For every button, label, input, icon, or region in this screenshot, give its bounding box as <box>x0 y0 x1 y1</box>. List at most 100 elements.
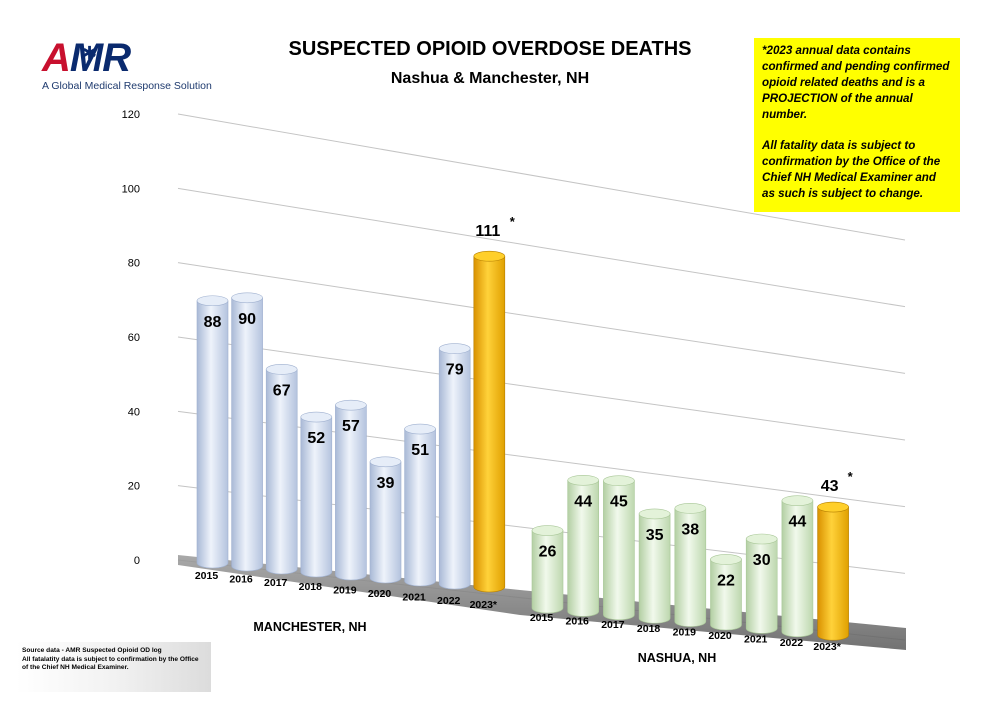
logo-wordmark: AMR <box>42 36 131 80</box>
y-axis-ticks: 0 20 40 60 80 100 120 <box>122 109 140 567</box>
group-label: MANCHESTER, NH <box>253 620 366 634</box>
data-label: 52 <box>307 430 325 447</box>
data-label: 111 <box>475 223 500 240</box>
bar-top <box>473 250 506 262</box>
bar <box>231 297 263 572</box>
data-label: 79 <box>446 362 464 379</box>
gridline <box>177 410 906 508</box>
x-tick-label: 2022 <box>780 637 804 649</box>
bar <box>369 461 402 584</box>
bar-top <box>674 503 707 514</box>
bar <box>817 506 849 641</box>
data-label: 22 <box>717 572 735 589</box>
data-label: 51 <box>411 442 429 459</box>
y-tick-label: 120 <box>122 109 140 121</box>
data-label: 44 <box>789 514 807 531</box>
bar <box>745 538 778 634</box>
x-tick-label: 2015 <box>530 612 554 624</box>
data-label: 43 <box>821 478 839 495</box>
gridline <box>177 336 906 441</box>
y-tick-label: 0 <box>134 555 140 567</box>
logo-letters-mr: MR <box>69 36 131 80</box>
source-note: Source data - AMR Suspected Opioid OD lo… <box>16 642 211 692</box>
bar <box>781 500 814 638</box>
y-tick-label: 60 <box>128 332 140 344</box>
data-label: 38 <box>681 521 699 538</box>
bar <box>196 300 229 569</box>
bar <box>638 513 671 624</box>
bar <box>335 404 367 581</box>
bar-top <box>196 295 229 307</box>
gridline <box>177 113 906 241</box>
bar <box>531 530 564 614</box>
y-tick-label: 100 <box>122 183 140 195</box>
bar-top <box>745 533 778 545</box>
bar-top <box>638 508 671 520</box>
bar-top <box>710 554 742 565</box>
bar-top <box>404 423 436 435</box>
bar <box>300 416 333 578</box>
x-tick-label: 2018 <box>637 623 661 635</box>
bar-top <box>369 456 402 468</box>
data-label: 67 <box>273 382 291 399</box>
data-label: 30 <box>753 552 771 569</box>
x-tick-label: 2019 <box>673 626 697 638</box>
data-label: 26 <box>539 544 557 561</box>
x-tick-label: 2020 <box>708 630 732 642</box>
chart-title: SUSPECTED OPIOID OVERDOSE DEATHS <box>288 38 692 60</box>
data-label: 39 <box>377 475 395 492</box>
x-tick-label: 2016 <box>229 574 253 586</box>
x-tick-label: 2021 <box>744 634 768 646</box>
bar <box>603 480 635 621</box>
bar-top <box>817 501 849 513</box>
source-line: Source data - AMR Suspected Opioid OD lo… <box>22 647 162 654</box>
bar-top <box>531 525 564 536</box>
x-tick-label: 2023* <box>470 599 498 611</box>
bar-top <box>603 475 635 487</box>
y-tick-label: 80 <box>128 258 140 270</box>
bar-top <box>300 411 333 423</box>
source-disclaimer: All fatalatity data is subject to confir… <box>22 655 199 672</box>
star-of-life-icon: ✱ <box>82 43 98 63</box>
note-disclaimer-text: All fatality data is subject to confirma… <box>762 139 941 200</box>
bar <box>710 559 742 631</box>
x-tick-label: 2022 <box>437 595 461 607</box>
x-tick-label: 2021 <box>402 592 426 604</box>
logo-tagline: A Global Medical Response Solution <box>42 80 212 92</box>
data-label: 57 <box>342 418 360 435</box>
bars <box>196 250 849 641</box>
x-tick-label: 2016 <box>566 616 590 628</box>
bar-top <box>231 292 263 304</box>
data-label: 44 <box>574 493 592 510</box>
y-tick-label: 20 <box>128 481 140 493</box>
gridline <box>177 187 906 308</box>
logo-letter-a: A <box>42 36 71 80</box>
data-label: 88 <box>204 314 222 331</box>
x-tick-label: 2020 <box>368 588 392 600</box>
group-label: NASHUA, NH <box>638 651 716 665</box>
projection-asterisk: * <box>510 214 516 229</box>
gridline <box>177 262 906 374</box>
bar <box>438 348 471 590</box>
data-label: 35 <box>646 527 664 544</box>
bar-top <box>567 474 600 486</box>
bar <box>567 479 599 617</box>
x-tick-label: 2023* <box>813 641 841 653</box>
x-tick-label: 2017 <box>264 577 288 589</box>
x-tick-label: 2015 <box>195 570 219 582</box>
bar <box>473 255 506 593</box>
y-tick-label: 40 <box>128 406 140 418</box>
bar <box>674 508 707 627</box>
bar-top <box>781 495 814 506</box>
x-tick-label: 2018 <box>299 581 323 593</box>
x-tick-label: 2017 <box>601 619 625 631</box>
bar <box>404 428 436 587</box>
projection-asterisk: * <box>848 469 854 484</box>
data-label: 45 <box>610 494 628 511</box>
projection-note: *2023 annual data contains confirmed and… <box>754 38 960 212</box>
bar <box>265 369 298 575</box>
labels: 88 2015 90 2016 67 2017 52 2018 57 2019 39 2020 51 20… <box>195 214 854 665</box>
x-tick-label: 2019 <box>333 584 357 596</box>
